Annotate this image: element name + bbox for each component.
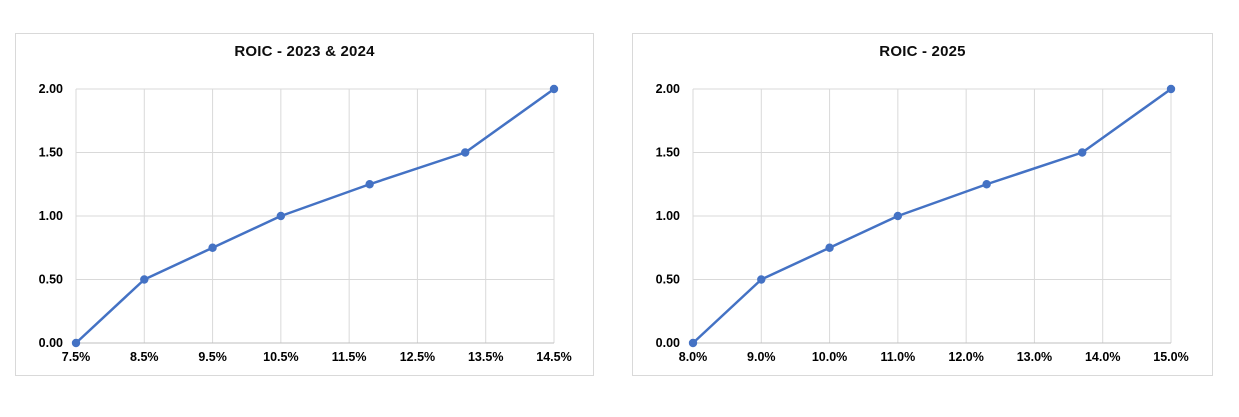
y-axis-tick-label: 2.00 bbox=[656, 82, 680, 96]
x-axis-tick-label: 9.5% bbox=[198, 350, 227, 364]
x-axis-tick-label: 12.5% bbox=[400, 350, 435, 364]
y-axis-tick-label: 0.00 bbox=[39, 336, 63, 350]
data-point-marker bbox=[825, 243, 834, 252]
y-axis-tick-label: 1.00 bbox=[39, 209, 63, 223]
y-axis-tick-label: 0.00 bbox=[656, 336, 680, 350]
y-axis-tick-label: 1.00 bbox=[656, 209, 680, 223]
y-axis-tick-label: 0.50 bbox=[656, 273, 680, 287]
chart-title-roic-2023-2024: ROIC - 2023 & 2024 bbox=[234, 43, 375, 60]
x-axis-tick-label: 7.5% bbox=[62, 350, 91, 364]
x-axis-tick-label: 14.0% bbox=[1085, 350, 1120, 364]
data-point-marker bbox=[140, 275, 149, 284]
data-point-marker bbox=[365, 180, 374, 189]
x-axis-tick-label: 8.5% bbox=[130, 350, 159, 364]
x-axis-tick-label: 15.0% bbox=[1153, 350, 1188, 364]
chart-card-roic-2025: 8.0% 9.0% 10.0% 11.0% 12.0% 13.0% 14.0% 15.0% 0.… bbox=[632, 33, 1213, 376]
y-axis-tick-label: 2.00 bbox=[39, 82, 63, 96]
x-axis-tick-label: 9.0% bbox=[747, 350, 776, 364]
x-axis-tick-label: 10.0% bbox=[812, 350, 847, 364]
y-axis-tick-label: 0.50 bbox=[39, 273, 63, 287]
chart-title-roic-2025: ROIC - 2025 bbox=[879, 43, 966, 60]
data-point-marker bbox=[688, 338, 698, 348]
x-axis-tick-label: 8.0% bbox=[679, 350, 708, 364]
y-axis-tick-label: 1.50 bbox=[39, 146, 63, 160]
data-point-marker bbox=[461, 148, 470, 157]
x-axis-tick-label: 12.0% bbox=[948, 350, 983, 364]
data-point-marker bbox=[1078, 148, 1087, 157]
data-point-marker bbox=[982, 180, 991, 189]
x-axis-tick-label: 13.5% bbox=[468, 350, 503, 364]
line-chart-roic-2025: 8.0% 9.0% 10.0% 11.0% 12.0% 13.0% 14.0% 15.0% 0.… bbox=[656, 82, 1189, 364]
data-point-marker bbox=[1166, 84, 1176, 94]
data-point-marker bbox=[208, 243, 217, 252]
x-axis-tick-label: 10.5% bbox=[263, 350, 298, 364]
line-chart-roic-2023-2024: 7.5% 8.5% 9.5% 10.5% 11.5% 12.5% 13.5% 14.5% 0.0… bbox=[39, 82, 572, 364]
data-point-marker bbox=[549, 84, 559, 94]
x-axis-tick-label: 11.0% bbox=[880, 350, 915, 364]
x-axis-tick-label: 13.0% bbox=[1017, 350, 1052, 364]
data-point-marker bbox=[71, 338, 81, 348]
data-point-marker bbox=[276, 211, 286, 221]
data-point-marker bbox=[757, 275, 766, 284]
x-axis-tick-label: 11.5% bbox=[332, 350, 367, 364]
chart-card-roic-2023-2024: 7.5% 8.5% 9.5% 10.5% 11.5% 12.5% 13.5% 14.5% 0.0… bbox=[15, 33, 594, 376]
data-point-marker bbox=[893, 211, 903, 221]
y-axis-tick-label: 1.50 bbox=[656, 146, 680, 160]
x-axis-tick-label: 14.5% bbox=[536, 350, 571, 364]
